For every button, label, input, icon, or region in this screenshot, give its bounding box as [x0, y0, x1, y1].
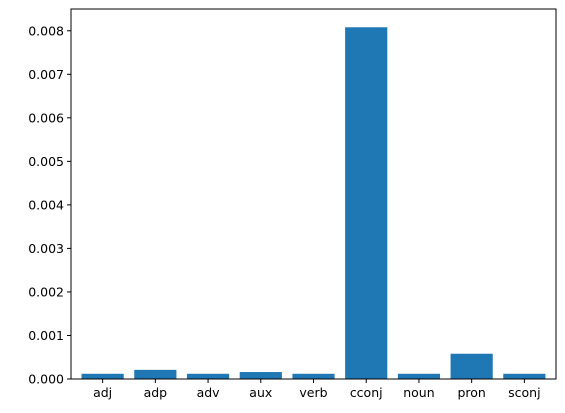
y-tick-label-5: 0.005: [28, 154, 64, 169]
bar-aux: [239, 372, 282, 379]
x-tick-label-noun: noun: [403, 385, 434, 400]
y-tick-label-6: 0.006: [28, 110, 64, 125]
bars-group: [81, 27, 546, 380]
bar-adv: [186, 373, 230, 379]
bar-verb: [292, 373, 335, 379]
y-tick-label-1: 0.001: [28, 328, 64, 343]
y-tick-label-2: 0.002: [28, 284, 64, 299]
x-tick-label-adv: adv: [197, 385, 221, 400]
bar-pron: [450, 353, 493, 379]
x-axis: adj adp adv aux verb cconj noun pron sconj: [93, 379, 541, 400]
y-tick-label-4: 0.004: [28, 197, 64, 212]
x-tick-label-verb: verb: [299, 385, 327, 400]
x-tick-label-pron: pron: [457, 385, 485, 400]
bar-adp: [134, 369, 177, 379]
bar-noun: [397, 373, 441, 379]
x-tick-label-cconj: cconj: [350, 385, 383, 400]
x-tick-label-adp: adp: [144, 385, 168, 400]
y-tick-label-8: 0.008: [28, 23, 64, 38]
y-tick-label-3: 0.003: [28, 241, 64, 256]
y-tick-label-0: 0.000: [28, 372, 64, 387]
x-tick-label-sconj: sconj: [508, 385, 540, 400]
x-tick-label-aux: aux: [249, 385, 272, 400]
plot-frame: [70, 8, 557, 380]
bar-sconj: [503, 373, 546, 379]
x-tick-label-adj: adj: [93, 385, 112, 400]
y-tick-label-7: 0.007: [28, 67, 64, 82]
bar-cconj: [345, 27, 388, 380]
bar-adj: [81, 373, 124, 379]
y-axis: 0.000 0.001 0.002 0.003 0.004 0.005 0.006 0.007…: [28, 23, 71, 387]
